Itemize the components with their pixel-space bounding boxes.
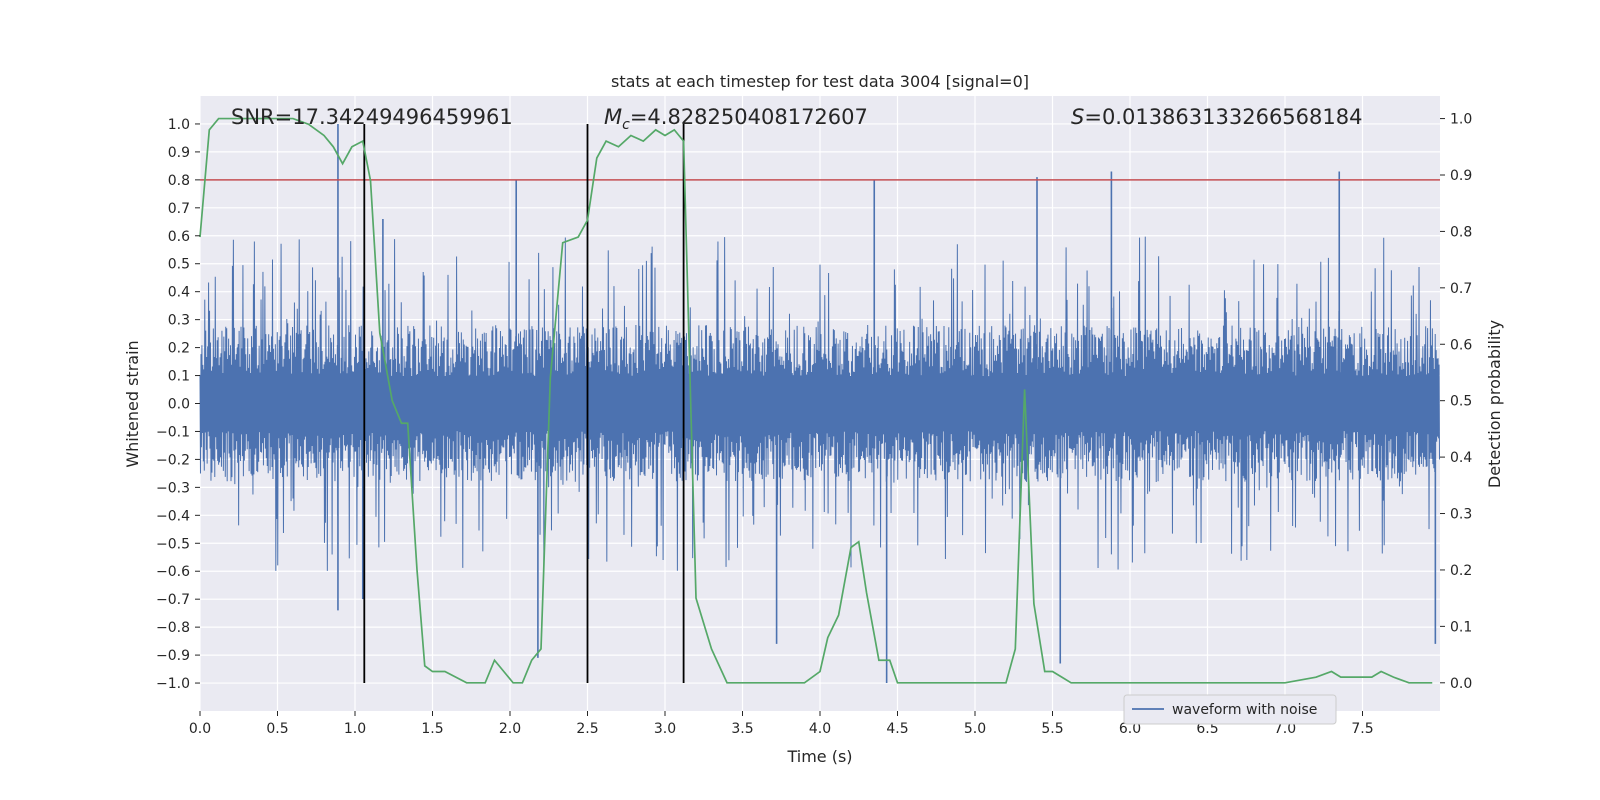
x-tick-label: 1.5 — [421, 721, 443, 737]
y2-tick-label: 0.8 — [1450, 224, 1472, 240]
chirp-mass-value: =4.828250408172607 — [630, 105, 868, 129]
s-statistic-annotation: S=0.013863133266568184 — [1071, 105, 1362, 129]
snr-annotation: SNR=17.34249496459961 — [231, 105, 513, 129]
y-axis-ticks: 1.0 0.9 0.8 0.7 0.6 0.5 0.4 0.3 0.2 0.1 0.0 −0.1 −0.… — [156, 117, 200, 692]
legend: waveform with noise — [1123, 694, 1337, 725]
legend-box — [1123, 694, 1337, 725]
y-tick-label: −0.9 — [156, 648, 190, 664]
y-tick-label: 0.8 — [168, 173, 190, 189]
legend-label: waveform with noise — [1172, 702, 1317, 718]
y2-axis-label: Detection probability — [1485, 320, 1504, 488]
y-tick-label: 0.0 — [168, 397, 190, 413]
chart-title: stats at each timestep for test data 300… — [611, 72, 1029, 91]
x-tick-label: 5.0 — [964, 721, 986, 737]
y2-tick-label: 1.0 — [1450, 112, 1472, 128]
x-tick-label: 6.5 — [1196, 721, 1218, 737]
y-tick-label: 0.1 — [168, 369, 190, 385]
y-tick-label: −0.5 — [156, 536, 190, 552]
x-tick-label: 4.0 — [809, 721, 831, 737]
x-tick-label: 3.5 — [731, 721, 753, 737]
s-statistic-value: =0.013863133266568184 — [1084, 105, 1362, 129]
waveform-trace — [199, 236, 1441, 572]
y2-tick-label: 0.4 — [1450, 450, 1472, 466]
y2-tick-label: 0.3 — [1450, 507, 1472, 523]
y2-axis-ticks: 1.0 0.9 0.8 0.7 0.6 0.5 0.4 0.3 0.2 0.1 0.0 — [1440, 112, 1472, 692]
x-tick-label: 5.5 — [1041, 721, 1063, 737]
y-tick-label: 1.0 — [168, 117, 190, 133]
chirp-mass-symbol: M — [604, 105, 622, 129]
y-axis-label: Whitened strain — [123, 340, 142, 467]
y-tick-label: 0.9 — [168, 145, 190, 161]
s-statistic-symbol: S — [1071, 105, 1084, 129]
y-tick-label: −0.1 — [156, 424, 190, 440]
x-tick-label: 3.0 — [654, 721, 676, 737]
y2-tick-label: 0.0 — [1450, 676, 1472, 692]
y-tick-label: −0.6 — [156, 564, 190, 580]
chirp-mass-subscript: c — [622, 117, 630, 133]
x-axis-ticks: 0.0 0.5 1.0 1.5 2.0 2.5 3.0 3.5 4.0 4.5 5.0 5.5 6.0 6… — [189, 711, 1374, 737]
x-tick-label: 2.5 — [576, 721, 598, 737]
y2-tick-label: 0.1 — [1450, 619, 1472, 635]
y2-tick-label: 0.6 — [1450, 337, 1472, 353]
chirp-mass-annotation: Mc=4.828250408172607 — [604, 105, 868, 133]
y-tick-label: −1.0 — [156, 676, 190, 692]
x-tick-label: 4.5 — [886, 721, 908, 737]
y-tick-label: 0.4 — [168, 285, 190, 301]
x-tick-label: 1.0 — [344, 721, 366, 737]
x-tick-label: 7.5 — [1351, 721, 1373, 737]
y2-tick-label: 0.2 — [1450, 563, 1472, 579]
y-tick-label: 0.2 — [168, 341, 190, 357]
y2-tick-label: 0.5 — [1450, 394, 1472, 410]
y-tick-label: −0.7 — [156, 592, 190, 608]
x-tick-label: 0.5 — [266, 721, 288, 737]
x-axis-label: Time (s) — [786, 747, 852, 766]
y-tick-label: −0.3 — [156, 480, 190, 496]
y-tick-label: 0.3 — [168, 313, 190, 329]
y2-tick-label: 0.7 — [1450, 281, 1472, 297]
y-tick-label: 0.6 — [168, 229, 190, 245]
waveform-series — [199, 123, 1441, 684]
y-tick-label: 0.5 — [168, 257, 190, 273]
x-tick-label: 2.0 — [499, 721, 521, 737]
y-tick-label: −0.4 — [156, 508, 190, 524]
x-tick-label: 0.0 — [189, 721, 211, 737]
x-tick-label: 7.0 — [1274, 721, 1296, 737]
y-tick-label: 0.7 — [168, 201, 190, 217]
y2-tick-label: 0.9 — [1450, 168, 1472, 184]
y-tick-label: −0.8 — [156, 620, 190, 636]
x-tick-label: 6.0 — [1119, 721, 1141, 737]
detection-probability-line — [199, 117, 1433, 684]
y-tick-label: −0.2 — [156, 452, 190, 468]
